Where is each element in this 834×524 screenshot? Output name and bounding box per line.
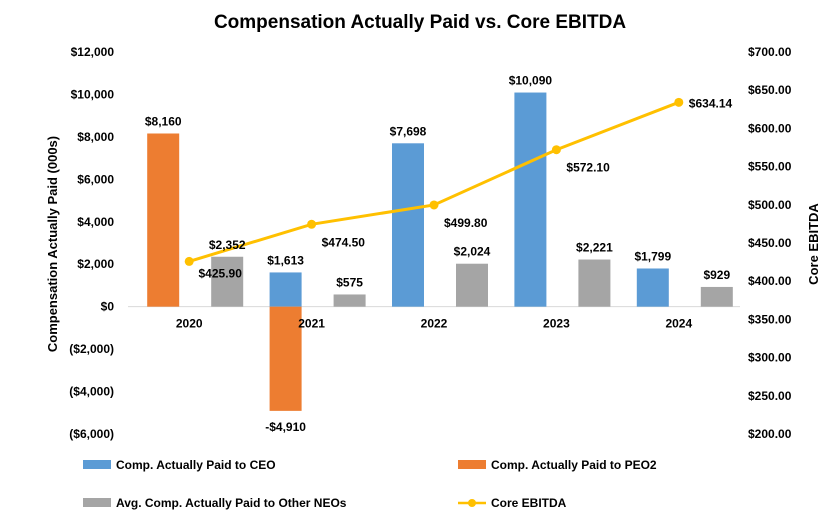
- y2-tick-label: $550.00: [748, 160, 792, 174]
- bar-avg-comp-actually-paid-to-other-neos-2024: [700, 286, 733, 307]
- bar-data-label: $1,799: [634, 249, 671, 263]
- y2-tick-label: $350.00: [748, 312, 792, 326]
- bar-data-label: $10,090: [509, 74, 553, 88]
- y2-tick-label: $650.00: [748, 83, 792, 97]
- core-ebitda-label: $425.90: [199, 266, 243, 280]
- y-tick-label: $0: [101, 300, 115, 314]
- category-label: 2020: [176, 317, 203, 331]
- bar-avg-comp-actually-paid-to-other-neos-2021: [333, 294, 366, 307]
- legend-swatch-peo2: [458, 460, 486, 469]
- legend-label-ebitda: Core EBITDA: [491, 496, 567, 510]
- core-ebitda-polyline: [188, 100, 680, 263]
- bar-comp-actually-paid-to-peo2-2020: [147, 133, 180, 307]
- y-tick-label: $10,000: [71, 87, 115, 101]
- legend-swatch-ebitda-marker: [468, 499, 476, 507]
- y-tick-label: $4,000: [77, 215, 114, 229]
- core-ebitda-line: [184, 97, 684, 266]
- y2-tick-label: $500.00: [748, 198, 792, 212]
- bar-data-label: $1,613: [267, 253, 304, 267]
- bar-avg-comp-actually-paid-to-other-neos-2023: [578, 259, 611, 307]
- y2-tick-label: $200.00: [748, 427, 792, 441]
- core-ebitda-label: $634.14: [689, 96, 733, 110]
- legend-item-ebitda: Core EBITDA: [458, 496, 567, 510]
- bar-comp-actually-paid-to-ceo-2022: [392, 143, 424, 307]
- legend-item-other-neos: Avg. Comp. Actually Paid to Other NEOs: [83, 496, 347, 510]
- core-ebitda-point-2023: [551, 145, 561, 155]
- core-ebitda-point-2024: [674, 97, 684, 107]
- y-tick-label: ($4,000): [69, 385, 114, 399]
- legend-label-other-neos: Avg. Comp. Actually Paid to Other NEOs: [116, 496, 347, 510]
- legend-label-peo2: Comp. Actually Paid to PEO2: [491, 458, 657, 472]
- y-axis-label: Compensation Actually Paid (000s): [45, 136, 60, 352]
- bar-avg-comp-actually-paid-to-other-neos-2020: [211, 256, 244, 307]
- core-ebitda-label: $499.80: [444, 216, 488, 230]
- bar-data-label: $7,698: [390, 124, 427, 138]
- bar-comp-actually-paid-to-ceo-2024: [636, 268, 669, 307]
- bar-data-label: $2,024: [454, 245, 491, 259]
- bar-avg-comp-actually-paid-to-other-neos-2022: [456, 263, 488, 307]
- y-tick-label: ($6,000): [69, 427, 114, 441]
- y2-axis-ticks: $700.00 $650.00 $600.00 $550.00 $500.00 $450.…: [748, 45, 792, 441]
- bar-data-label: $2,352: [209, 238, 246, 252]
- legend-swatch-ceo: [83, 460, 111, 469]
- core-ebitda-point-2021: [307, 219, 317, 229]
- y2-tick-label: $450.00: [748, 236, 792, 250]
- bar-data-label: -$4,910: [265, 420, 306, 434]
- legend-label-ceo: Comp. Actually Paid to CEO: [116, 458, 276, 472]
- category-label: 2024: [665, 317, 692, 331]
- y-axis-ticks: $12,000 $10,000 $8,000 $6,000 $4,000 $2,000 $0…: [69, 45, 114, 441]
- bar-data-label: $575: [336, 275, 363, 289]
- y-tick-label: $8,000: [77, 130, 114, 144]
- bar-data-label: $8,160: [145, 114, 182, 128]
- core-ebitda-point-2020: [184, 256, 194, 266]
- bar-data-label: $929: [703, 268, 730, 282]
- bars: [147, 92, 733, 411]
- y2-axis-label: Core EBITDA: [806, 203, 821, 285]
- bar-data-label: $2,221: [576, 241, 613, 255]
- legend: Comp. Actually Paid to CEO Comp. Actuall…: [83, 458, 657, 510]
- category-label: 2023: [543, 317, 570, 331]
- category-label: 2022: [421, 317, 448, 331]
- core-ebitda-label: $474.50: [322, 235, 366, 249]
- core-ebitda-point-2022: [429, 200, 439, 210]
- bar-comp-actually-paid-to-ceo-2021: [269, 272, 302, 307]
- legend-item-peo2: Comp. Actually Paid to PEO2: [458, 458, 657, 472]
- y-tick-label: $12,000: [71, 45, 115, 59]
- core-ebitda-label: $572.10: [566, 161, 610, 175]
- y2-tick-label: $700.00: [748, 45, 792, 59]
- y2-tick-label: $600.00: [748, 121, 792, 135]
- chart-title: Compensation Actually Paid vs. Core EBIT…: [214, 12, 626, 33]
- legend-swatch-other-neos: [83, 498, 111, 507]
- y2-tick-label: $400.00: [748, 274, 792, 288]
- y2-tick-label: $300.00: [748, 351, 792, 365]
- bar-comp-actually-paid-to-ceo-2023: [514, 92, 547, 307]
- y-tick-label: $6,000: [77, 172, 114, 186]
- category-label: 2021: [298, 317, 325, 331]
- bar-comp-actually-paid-to-peo2-2021: [269, 306, 302, 411]
- category-labels: 2020 2021 2022 2023 2024: [176, 317, 693, 331]
- data-labels: $1,613 $7,698 $10,090 $1,799 $8,160 -$4,910 $2…: [145, 74, 733, 434]
- y-tick-label: $2,000: [77, 257, 114, 271]
- y2-tick-label: $250.00: [748, 389, 792, 403]
- legend-item-ceo: Comp. Actually Paid to CEO: [83, 458, 276, 472]
- y-tick-label: ($2,000): [69, 342, 114, 356]
